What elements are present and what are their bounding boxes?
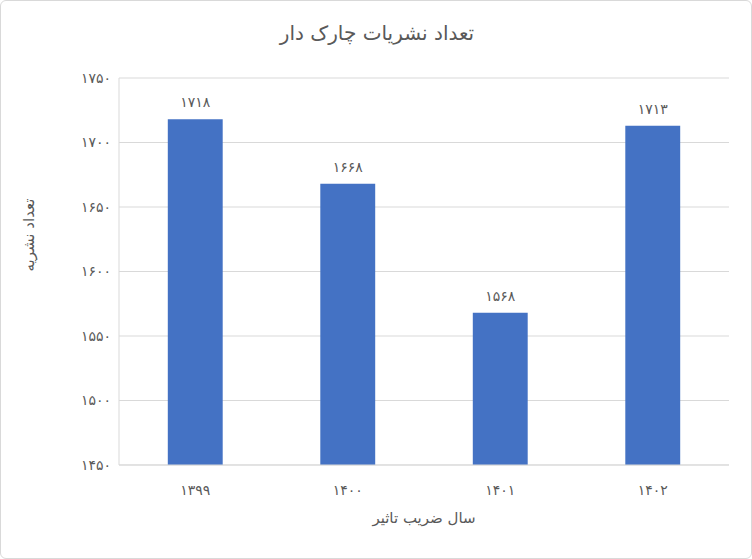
svg-text:۱۷۱۸: ۱۷۱۸ [180, 94, 211, 110]
svg-text:۱۴۰۲: ۱۴۰۲ [638, 482, 668, 498]
svg-text:۱۶۶۸: ۱۶۶۸ [333, 159, 364, 175]
svg-text:سال ضریب تاثیر: سال ضریب تاثیر [371, 509, 475, 527]
svg-text:۱۷۱۳: ۱۷۱۳ [638, 101, 669, 117]
svg-text:تعداد نشریه: تعداد نشریه [20, 199, 38, 272]
svg-text:۱۵۰۰: ۱۵۰۰ [81, 392, 111, 408]
svg-text:۱۵۵۰: ۱۵۵۰ [81, 328, 111, 344]
svg-text:۱۳۹۹: ۱۳۹۹ [180, 482, 210, 498]
svg-text:۱۴۵۰: ۱۴۵۰ [81, 457, 111, 473]
svg-text:۱۵۶۸: ۱۵۶۸ [485, 288, 516, 304]
svg-text:۱۶۰۰: ۱۶۰۰ [81, 263, 111, 279]
svg-text:۱۴۰۰: ۱۴۰۰ [333, 482, 363, 498]
svg-text:۱۴۰۱: ۱۴۰۱ [485, 482, 515, 498]
svg-text:۱۷۵۰: ۱۷۵۰ [81, 70, 111, 86]
svg-text:۱۶۵۰: ۱۶۵۰ [81, 199, 111, 215]
svg-text:۱۷۰۰: ۱۷۰۰ [81, 134, 111, 150]
html-text:تعداد نشریات چارک دار: تعداد نشریات چارک دار [279, 21, 475, 45]
